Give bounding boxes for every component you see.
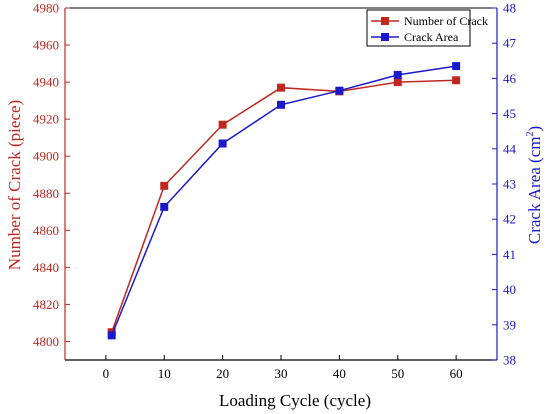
right-y-axis-title-close: ) (525, 126, 544, 132)
legend-label-crack-area: Crack Area (404, 30, 459, 44)
left-axis-tick-label: 4860 (33, 223, 59, 238)
right-axis-tick-label: 44 (503, 141, 517, 156)
left-axis-tick-label: 4920 (33, 112, 59, 127)
x-axis-tick-label: 0 (103, 366, 110, 381)
left-axis-tick-label: 4800 (33, 334, 59, 349)
right-axis-tick-label: 42 (503, 212, 516, 227)
legend-marker-crack-area (381, 33, 389, 41)
left-y-axis-title: Number of Crack (piece) (5, 100, 24, 270)
left-axis-tick-label: 4900 (33, 149, 59, 164)
data-point-number-of-crack (394, 78, 402, 86)
left-axis-tick-label: 4980 (33, 1, 59, 16)
x-axis-tick-label: 50 (391, 366, 404, 381)
left-axis-tick-label: 4820 (33, 297, 59, 312)
left-y-axis: 4800 4820 4840 4860 4880 4900 4920 4940 4960 4980 (33, 1, 70, 361)
right-axis-tick-label: 40 (503, 282, 516, 297)
right-y-axis-title-main: Crack Area (cm (525, 137, 544, 245)
data-point-number-of-crack (452, 76, 460, 84)
x-axis-tick-label: 40 (333, 366, 346, 381)
left-axis-tick-label: 4960 (33, 38, 59, 53)
data-point-crack-area (160, 203, 168, 211)
data-point-number-of-crack (219, 121, 227, 129)
right-y-axis-title: Crack Area (cm2) (525, 126, 544, 244)
right-y-axis: 38 39 40 41 42 43 44 45 46 47 48 (492, 1, 517, 368)
x-axis-tick-label: 30 (275, 366, 288, 381)
right-axis-tick-label: 48 (503, 1, 516, 16)
right-axis-tick-label: 46 (503, 71, 517, 86)
left-axis-tick-label: 4940 (33, 75, 59, 90)
right-axis-tick-label: 41 (503, 247, 516, 262)
x-axis-tick-label: 10 (158, 366, 171, 381)
data-point-crack-area (335, 87, 343, 95)
left-axis-tick-label: 4840 (33, 260, 59, 275)
data-point-crack-area (452, 62, 460, 70)
legend: Number of Crack Crack Area (367, 10, 488, 46)
series-crack-area (108, 62, 460, 339)
left-axis-tick-label: 4880 (33, 186, 59, 201)
data-point-crack-area (108, 331, 116, 339)
data-point-crack-area (219, 140, 227, 148)
right-axis-tick-label: 43 (503, 177, 516, 192)
x-axis: 0 10 20 30 40 50 60 (103, 355, 463, 381)
x-axis-tick-label: 60 (450, 366, 463, 381)
x-axis-tick-label: 20 (216, 366, 229, 381)
right-axis-tick-label: 38 (503, 353, 516, 368)
right-axis-tick-label: 39 (503, 317, 516, 332)
plot-frame (65, 8, 497, 360)
right-axis-tick-label: 47 (503, 36, 517, 51)
data-point-crack-area (394, 71, 402, 79)
series-layer (108, 62, 460, 339)
legend-marker-number-of-crack (381, 17, 389, 25)
data-point-number-of-crack (277, 84, 285, 92)
data-point-number-of-crack (160, 182, 168, 190)
right-axis-tick-label: 45 (503, 106, 516, 121)
x-axis-title: Loading Cycle (cycle) (219, 391, 371, 410)
data-point-crack-area (277, 101, 285, 109)
legend-label-number-of-crack: Number of Crack (404, 14, 488, 28)
